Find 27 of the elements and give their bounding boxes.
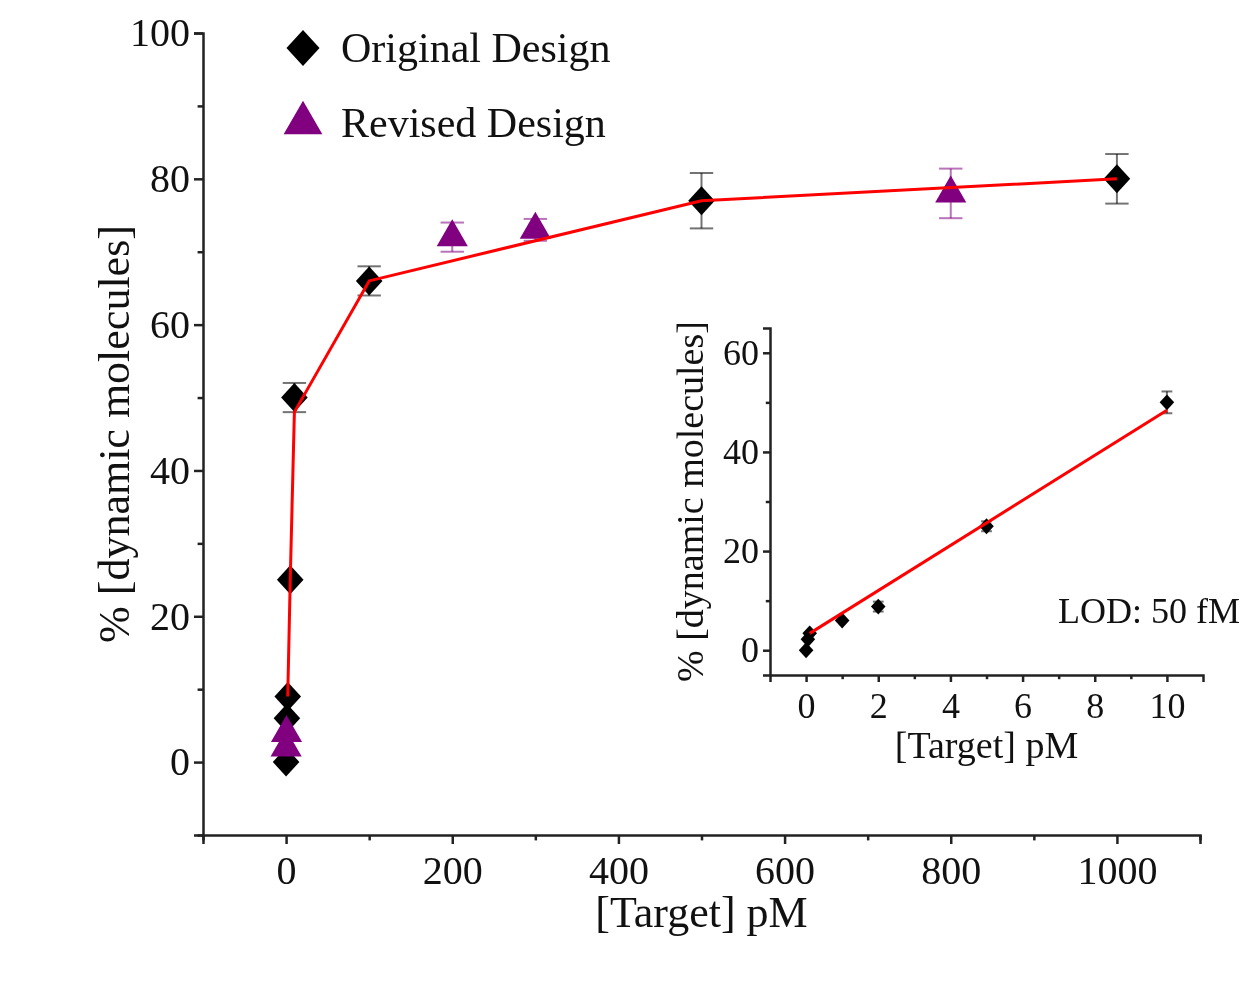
point [1103,164,1131,194]
y-tick-label: 0 [170,739,190,785]
x-tick-label: 8 [1086,686,1105,727]
y-tick-label: 40 [150,447,190,493]
y-tick-label: 0 [741,630,759,671]
y-tick-label: 20 [150,593,190,639]
y-tick-label: 80 [150,156,190,202]
x-tick-label: 10 [1149,686,1186,727]
y-tick-label: 100 [130,10,190,56]
annotation: LOD: 50 fM [1058,591,1240,631]
y-tick-label: 20 [723,531,759,572]
x-tick-label: 0 [276,848,297,894]
legend-label: Original Design [341,25,611,71]
y-axis-title: % [dynamic molecules] [669,321,712,682]
x-tick-label: 0 [797,686,816,727]
point [274,681,302,711]
x-tick-label: 1000 [1077,848,1158,894]
x-tick-label: 800 [921,848,982,894]
point [1159,394,1175,411]
x-tick-label: 2 [869,686,888,727]
y-axis-title: % [dynamic molecules] [90,225,139,643]
y-tick-label: 60 [723,332,759,373]
point [834,612,850,629]
y-tick-label: 40 [723,431,759,472]
y-tick-label: 60 [150,301,190,347]
legend-label: Revised Design [341,100,606,146]
x-tick-label: 200 [422,848,483,894]
